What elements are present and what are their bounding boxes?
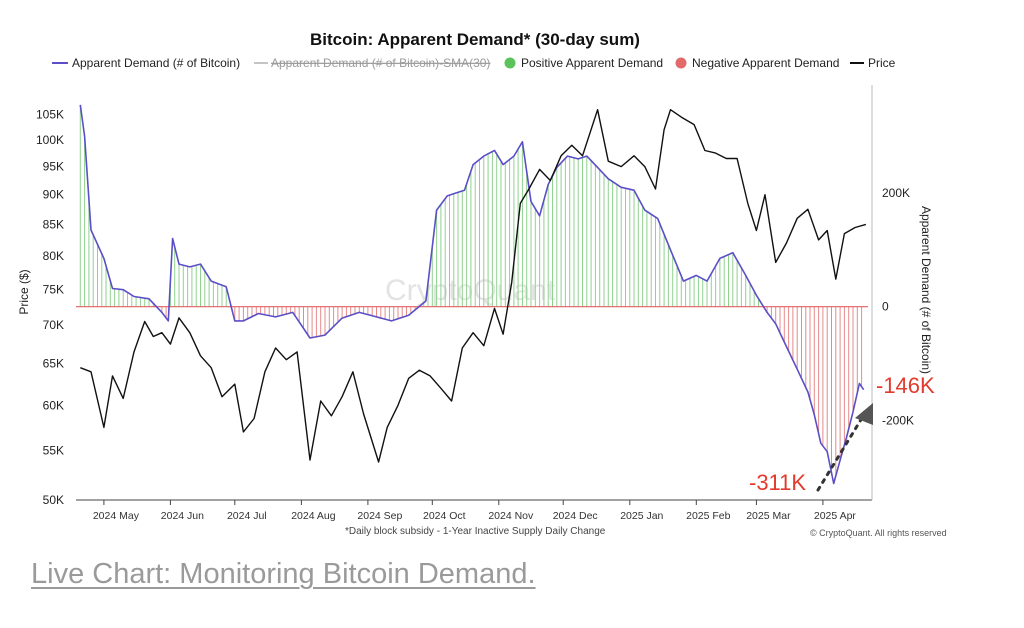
y-left-tick-label: 65K xyxy=(43,357,64,371)
chart-title: Bitcoin: Apparent Demand* (30-day sum) xyxy=(310,30,640,49)
left-axis-ticks: 50K 55K 60K 65K 70K 75K 80K 85K 90K 95K 100K 105K xyxy=(36,108,64,507)
demand-bars xyxy=(76,104,868,476)
y-left-tick-label: 55K xyxy=(43,444,64,458)
x-tick-label: 2024 May xyxy=(93,510,140,522)
price-line-group xyxy=(80,108,867,463)
apparent-demand-line xyxy=(79,104,865,485)
y-left-tick-label: 100K xyxy=(36,133,64,147)
legend-label-negative: Negative Apparent Demand xyxy=(692,56,839,70)
x-tick-label: 2024 Nov xyxy=(488,510,534,522)
chart: Bitcoin: Apparent Demand* (30-day sum) A… xyxy=(17,30,947,538)
x-tick-label: 2025 Apr xyxy=(814,510,857,522)
footnote: *Daily block subsidy - 1-Year Inactive S… xyxy=(345,526,606,537)
y-left-tick-label: 50K xyxy=(43,493,64,507)
annotation-current-value: -146K xyxy=(876,373,935,398)
y-left-tick-label: 80K xyxy=(43,249,64,263)
y-left-tick-label: 90K xyxy=(43,188,64,202)
legend: Apparent Demand (# of Bitcoin) Apparent … xyxy=(52,56,896,70)
x-tick-label: 2025 Feb xyxy=(686,510,731,522)
x-tick-label: 2025 Jan xyxy=(620,510,663,522)
copyright: © CryptoQuant. All rights reserved xyxy=(810,528,947,538)
x-tick-label: 2024 Oct xyxy=(423,510,466,522)
y-left-tick-label: 70K xyxy=(43,318,64,332)
legend-label-apparent-demand: Apparent Demand (# of Bitcoin) xyxy=(72,56,240,70)
x-tick-label: 2025 Mar xyxy=(746,510,791,522)
y-right-tick-label: 0 xyxy=(882,300,889,314)
legend-label-price: Price xyxy=(868,56,896,70)
watermark: CryptoQuant xyxy=(385,274,556,307)
y-right-tick-label: -200K xyxy=(882,413,914,427)
right-axis-ticks: 200K 0 -200K xyxy=(882,186,914,427)
live-chart-link[interactable]: Live Chart: Monitoring Bitcoin Demand. xyxy=(31,558,536,590)
x-tick-label: 2024 Aug xyxy=(291,510,336,522)
x-tick-label: 2024 Sep xyxy=(357,510,402,522)
y-axis-right-label: Apparent Demand (# of Bitcoin) xyxy=(919,206,933,374)
y-left-tick-label: 85K xyxy=(43,217,64,231)
x-tick-label: 2024 Dec xyxy=(553,510,598,522)
x-tick-label: 2024 Jul xyxy=(227,510,267,522)
annotation-arrow xyxy=(816,403,873,492)
legend-label-sma: Apparent Demand (# of Bitcoin)-SMA(30) xyxy=(271,56,490,70)
legend-swatch-negative-dot xyxy=(675,57,687,69)
y-left-tick-label: 60K xyxy=(43,398,64,412)
annotation-min-value: -311K xyxy=(749,470,806,495)
y-left-tick-label: 105K xyxy=(36,108,64,122)
y-left-tick-label: 75K xyxy=(43,282,64,296)
demand-line-group xyxy=(79,104,865,485)
y-right-tick-label: 200K xyxy=(882,186,910,200)
price-line xyxy=(80,108,867,463)
y-axis-left-label: Price ($) xyxy=(17,269,31,314)
legend-swatch-positive-dot xyxy=(504,57,516,69)
legend-label-positive: Positive Apparent Demand xyxy=(521,56,663,70)
x-axis-ticks: 2024 May 2024 Jun 2024 Jul 2024 Aug 2024 Sep… xyxy=(93,500,857,522)
y-left-tick-label: 95K xyxy=(43,160,64,174)
x-tick-label: 2024 Jun xyxy=(161,510,204,522)
